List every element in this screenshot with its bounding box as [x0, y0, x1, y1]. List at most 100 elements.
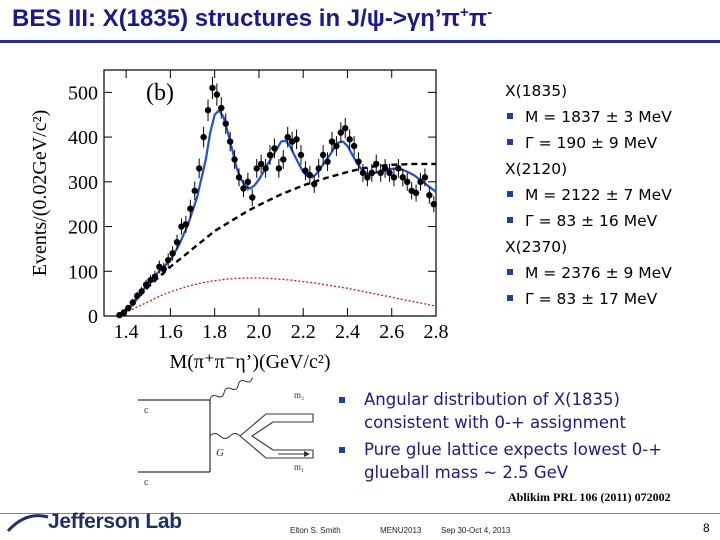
photon-line — [209, 377, 253, 401]
physics-notes: Angular distribution of X(1835) consiste… — [336, 388, 696, 488]
data-point — [417, 178, 424, 186]
y-tick-label: 500 — [68, 82, 98, 104]
data-point — [337, 129, 345, 136]
y-tick-label: 100 — [68, 261, 98, 283]
data-point — [359, 169, 367, 177]
bullet-icon — [339, 447, 345, 453]
bullet-icon — [339, 397, 345, 403]
meson-label-m1: m₁ — [294, 462, 304, 472]
footer-rule — [0, 513, 720, 514]
result-mass-x1835: M = 1837 ± 3 MeV — [505, 104, 672, 130]
data-point — [249, 194, 256, 201]
y-axis-label: Events/(0.02GeV/c²) — [29, 110, 51, 277]
title-rule — [0, 40, 720, 43]
data-point — [324, 158, 331, 165]
data-point — [346, 136, 353, 143]
x-tick-label: 2.6 — [379, 321, 404, 343]
data-point — [262, 165, 269, 172]
series-total-fit — [116, 108, 437, 317]
data-point — [151, 273, 159, 280]
result-width-x1835: Γ = 190 ± 9 MeV — [505, 130, 672, 156]
data-point — [182, 221, 190, 228]
note-angular: Angular distribution of X(1835) consiste… — [336, 388, 696, 434]
data-point — [333, 142, 340, 150]
data-point — [315, 165, 322, 172]
width-value: Γ = 83 ± 17 MeV — [525, 290, 658, 308]
series-phase-space — [117, 277, 437, 317]
data-point — [142, 281, 150, 288]
mass-spectrum-chart: 1.4 1.6 1.8 2.0 2.2 2.4 2.6 2.8 0 100 200 300 400 500… — [29, 69, 448, 373]
result-label-x2370: X(2370) — [505, 238, 568, 256]
data-point — [218, 104, 225, 112]
mass-value: M = 1837 ± 3 MeV — [525, 108, 672, 126]
jlab-swoosh-icon — [6, 514, 49, 533]
page-number: 8 — [703, 521, 710, 535]
data-point — [275, 165, 283, 172]
plot-frame — [103, 69, 437, 317]
mass-value: M = 2376 ± 9 MeV — [525, 264, 672, 282]
data-point — [395, 165, 402, 172]
x-tick-label: 1.6 — [158, 321, 183, 343]
note-lattice: Pure glue lattice expects lowest 0-+ glu… — [336, 438, 696, 484]
x-tick-label: 2.4 — [335, 321, 360, 343]
data-point — [169, 250, 176, 257]
data-point — [222, 120, 229, 127]
data-point — [147, 277, 154, 284]
data-point — [426, 192, 433, 199]
result-label-x1835: X(1835) — [505, 82, 568, 100]
data-point — [253, 165, 260, 172]
data-point — [311, 180, 318, 188]
data-point — [120, 309, 128, 316]
data-point — [173, 239, 181, 246]
data-point — [355, 158, 362, 165]
data-point — [302, 167, 309, 174]
arrow-head-icon — [304, 451, 310, 457]
x-tick-label: 2.2 — [291, 321, 316, 343]
bullet-icon — [507, 268, 513, 275]
series-background — [116, 162, 436, 317]
data-point — [421, 174, 429, 181]
bullet-icon — [507, 190, 513, 197]
y-tick-label: 0 — [88, 306, 98, 328]
bullet-icon — [507, 112, 513, 119]
data-point — [138, 288, 145, 295]
x-axis-label: M(π⁺π⁻η’)(GeV/c²) — [169, 351, 330, 373]
data-point — [187, 205, 194, 212]
data-point — [209, 84, 216, 92]
title-plus: + — [459, 4, 469, 21]
data-point — [191, 187, 198, 194]
slide-title: BES III: X(1835) structures in J/ψ->γη’π… — [12, 4, 712, 33]
data-point — [204, 107, 212, 114]
result-mass-x2120: M = 2122 ± 7 MeV — [505, 182, 672, 208]
data-point — [164, 256, 172, 264]
data-point — [195, 165, 203, 172]
data-point — [284, 133, 291, 141]
meson-lines — [239, 413, 314, 459]
data-point — [373, 160, 380, 168]
data-point — [306, 171, 314, 179]
data-point — [244, 178, 252, 186]
data-point — [350, 142, 358, 150]
data-point — [134, 292, 141, 300]
note-text: Angular distribution of X(1835) consiste… — [364, 390, 626, 432]
bullet-icon — [507, 294, 513, 301]
width-value: Γ = 190 ± 9 MeV — [525, 134, 658, 152]
note-text: Pure glue lattice expects lowest 0-+ glu… — [364, 440, 663, 482]
data-point — [297, 151, 305, 159]
result-width-x2120: Γ = 83 ± 16 MeV — [505, 208, 672, 234]
footer-author: Elton S. Smith — [290, 526, 341, 535]
data-point — [200, 133, 207, 141]
x-tick-label: 1.8 — [202, 321, 227, 343]
result-mass-x2370: M = 2376 ± 9 MeV — [505, 260, 672, 286]
data-point — [386, 169, 393, 177]
y-tick-label: 400 — [68, 127, 98, 149]
gluon-line — [209, 433, 241, 439]
data-point — [226, 138, 234, 145]
data-point — [364, 174, 371, 181]
data-point — [342, 124, 349, 132]
y-tick-label: 200 — [68, 217, 98, 239]
data-point — [368, 169, 376, 177]
data-point — [231, 156, 238, 163]
resonance-results: X(1835) M = 1837 ± 3 MeV Γ = 190 ± 9 MeV… — [505, 78, 672, 312]
data-point — [235, 174, 243, 181]
